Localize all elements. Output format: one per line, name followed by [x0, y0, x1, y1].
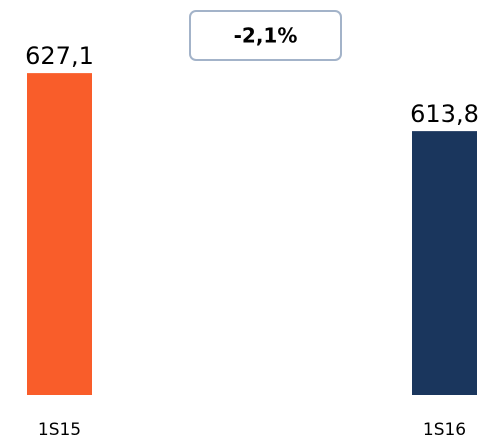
annotation: -2,1%: [234, 24, 298, 48]
x-tick-label: 1S15: [38, 420, 81, 440]
bar: [27, 73, 92, 396]
annotation-box: [189, 10, 342, 61]
x-tick-label: 1S16: [423, 420, 466, 440]
value-label: 627,1: [25, 42, 94, 70]
value-label: 613,8: [410, 100, 479, 128]
bar: [412, 131, 477, 395]
